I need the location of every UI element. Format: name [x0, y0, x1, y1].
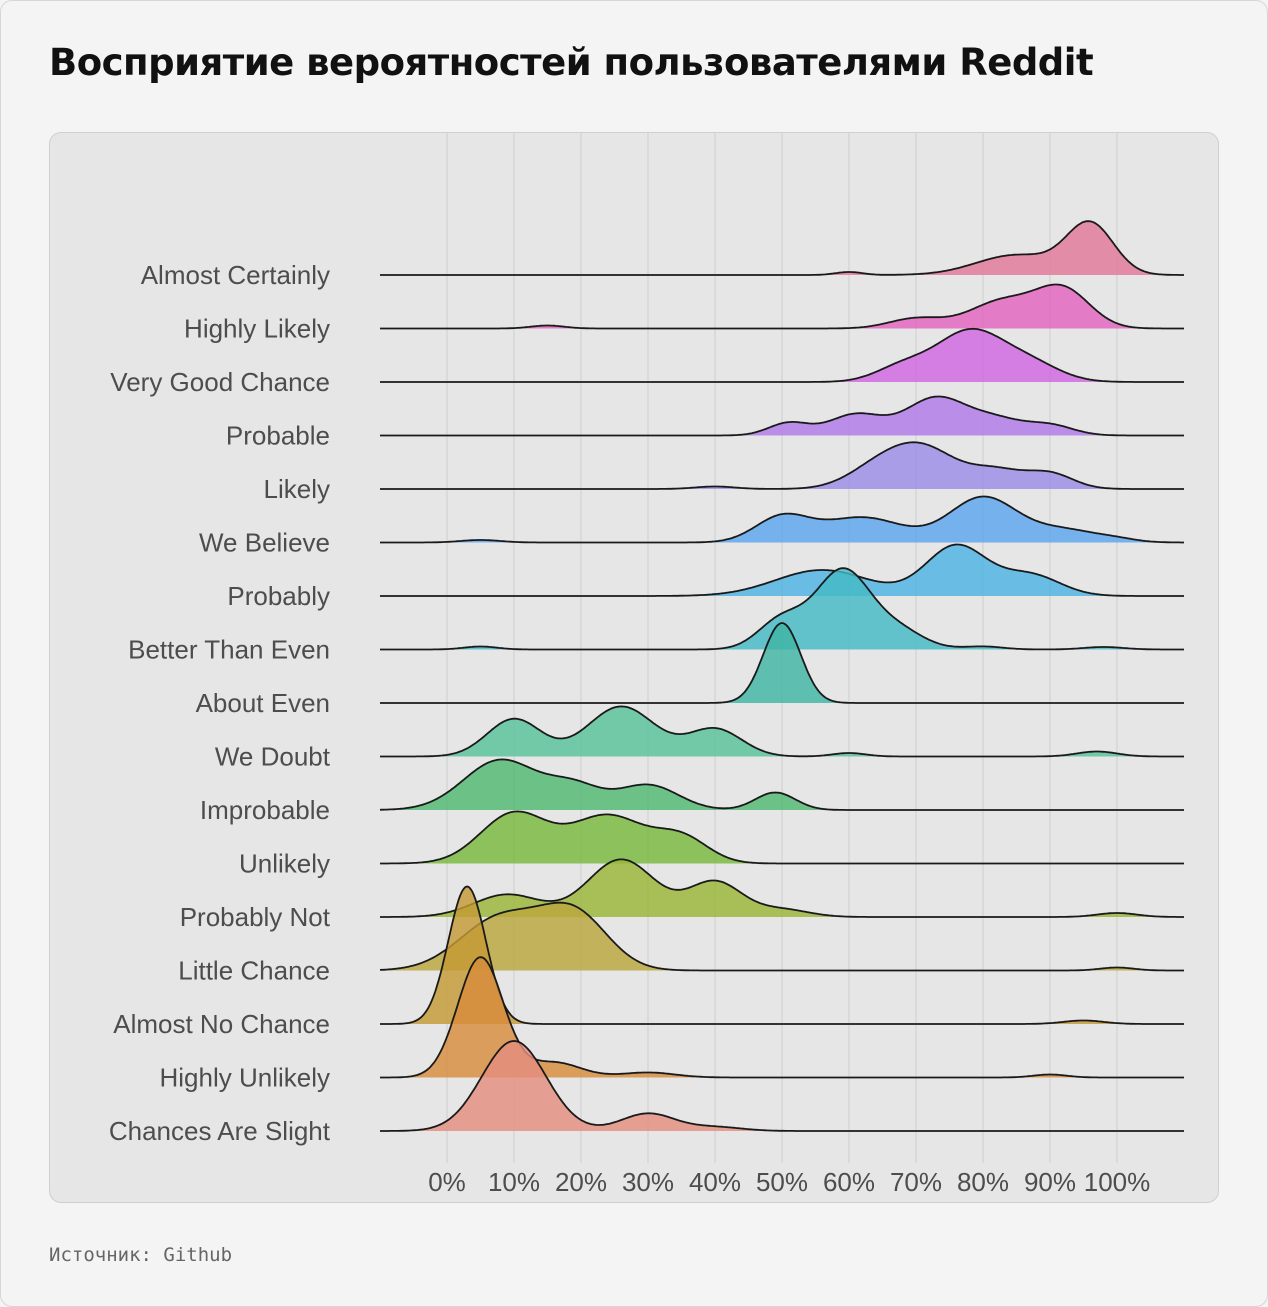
ridge-fill-we-believe	[380, 496, 1184, 543]
x-tick-label: 70%	[890, 1167, 942, 1197]
y-label-probable: Probable	[226, 421, 330, 451]
ridge-outline-probably	[380, 543, 1184, 597]
ridge-outline-almost-certainly	[380, 220, 1184, 276]
x-tick-label: 40%	[689, 1167, 741, 1197]
ridge-outline-highly-unlikely	[380, 956, 1184, 1079]
x-tick-label: 0%	[428, 1167, 466, 1197]
ridge-fill-very-good-chance	[380, 328, 1184, 382]
y-label-unlikely: Unlikely	[239, 849, 330, 879]
ridge-outline-we-believe	[380, 495, 1184, 544]
y-label-very-good-chance: Very Good Chance	[110, 367, 330, 397]
x-tick-label: 100%	[1084, 1167, 1151, 1197]
ridge-fill-likely	[380, 442, 1184, 489]
source-note: Источник: Github	[49, 1244, 233, 1266]
y-label-probably-not: Probably Not	[180, 902, 331, 932]
ridge-fill-highly-likely	[380, 284, 1184, 329]
x-tick-label: 80%	[957, 1167, 1009, 1197]
y-label-almost-certainly: Almost Certainly	[141, 260, 330, 290]
ridges	[379, 220, 1184, 1132]
ridge-fill-probable	[380, 396, 1184, 436]
y-label-highly-unlikely: Highly Unlikely	[160, 1063, 331, 1093]
y-label-about-even: About Even	[196, 688, 330, 718]
ridge-fill-highly-unlikely	[380, 957, 1184, 1078]
plot-area: Almost Certainly Highly Likely Very Good C…	[49, 132, 1219, 1203]
ridge-outline-almost-no-chance	[380, 885, 1184, 1025]
ridge-fill-about-even	[380, 623, 1184, 703]
ridge-fill-probably	[380, 544, 1184, 596]
ridge-fill-little-chance	[380, 902, 1184, 971]
x-tick-label: 60%	[823, 1167, 875, 1197]
ridge-outline-very-good-chance	[380, 327, 1184, 383]
y-label-chances-are-slight: Chances Are Slight	[109, 1116, 331, 1146]
ridge-outline-highly-likely	[380, 283, 1184, 330]
x-tick-label: 30%	[622, 1167, 674, 1197]
ridge-outline-about-even	[380, 622, 1184, 704]
y-label-we-believe: We Believe	[199, 528, 330, 558]
ridge-outline-little-chance	[379, 901, 1184, 972]
ridge-fill-probably-not	[380, 859, 1184, 917]
ridgeline-chart: Almost Certainly Highly Likely Very Good C…	[109, 133, 1184, 1197]
y-label-we-doubt: We Doubt	[215, 742, 331, 772]
ridge-outline-probably-not	[380, 858, 1184, 918]
y-label-likely: Likely	[264, 474, 330, 504]
ridge-outline-unlikely	[380, 810, 1184, 865]
ridge-fill-improbable	[380, 759, 1184, 810]
chart-title: Восприятие вероятностей пользователями R…	[49, 41, 1094, 84]
ridge-fill-unlikely	[380, 811, 1184, 864]
ridge-fill-chances-are-slight	[380, 1041, 1184, 1131]
y-label-almost-no-chance: Almost No Chance	[113, 1009, 330, 1039]
ridge-outline-improbable	[379, 758, 1184, 811]
ridge-outline-likely	[380, 441, 1184, 490]
ridge-outline-we-doubt	[380, 705, 1184, 758]
y-label-better-than-even: Better Than Even	[128, 635, 330, 665]
ridge-outline-probable	[380, 395, 1184, 437]
y-label-improbable: Improbable	[200, 795, 330, 825]
ridge-outline-better-than-even	[380, 567, 1184, 651]
x-tick-label: 50%	[756, 1167, 808, 1197]
ridge-outline-chances-are-slight	[380, 1040, 1184, 1132]
ridge-fill-we-doubt	[380, 706, 1184, 757]
x-tick-label: 10%	[488, 1167, 540, 1197]
y-label-highly-likely: Highly Likely	[184, 314, 330, 344]
x-tick-label: 90%	[1024, 1167, 1076, 1197]
y-label-probably: Probably	[227, 581, 330, 611]
y-label-little-chance: Little Chance	[178, 956, 330, 986]
x-tick-label: 20%	[555, 1167, 607, 1197]
